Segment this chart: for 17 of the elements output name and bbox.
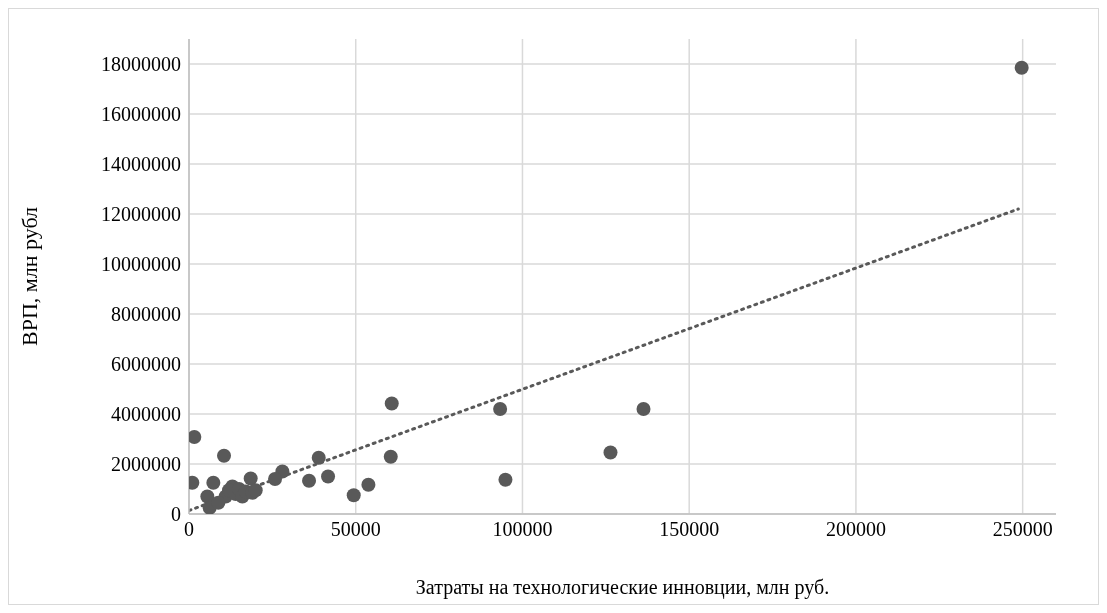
y-tick-label: 8000000: [111, 303, 181, 326]
x-tick-label: 150000: [659, 518, 720, 541]
y-tick-label: 0: [171, 503, 181, 526]
y-tick-label: 10000000: [101, 253, 181, 276]
y-tick-label: 6000000: [111, 353, 181, 376]
y-tick-label: 14000000: [101, 153, 181, 176]
x-tick-label: 200000: [825, 518, 886, 541]
x-axis-title: Затраты на технологические инновции, млн руб.: [415, 576, 830, 599]
y-tick-label: 12000000: [101, 203, 181, 226]
x-tick-label: 50000: [330, 518, 381, 541]
y-axis-title: ВРП, млн рубл: [16, 206, 42, 347]
y-tick-label: 16000000: [101, 103, 181, 126]
x-tick-label: 100000: [492, 518, 553, 541]
y-tick-label: 18000000: [101, 53, 181, 76]
y-tick-label: 2000000: [111, 453, 181, 476]
x-tick-label: 250000: [992, 518, 1053, 541]
y-tick-label: 4000000: [111, 403, 181, 426]
